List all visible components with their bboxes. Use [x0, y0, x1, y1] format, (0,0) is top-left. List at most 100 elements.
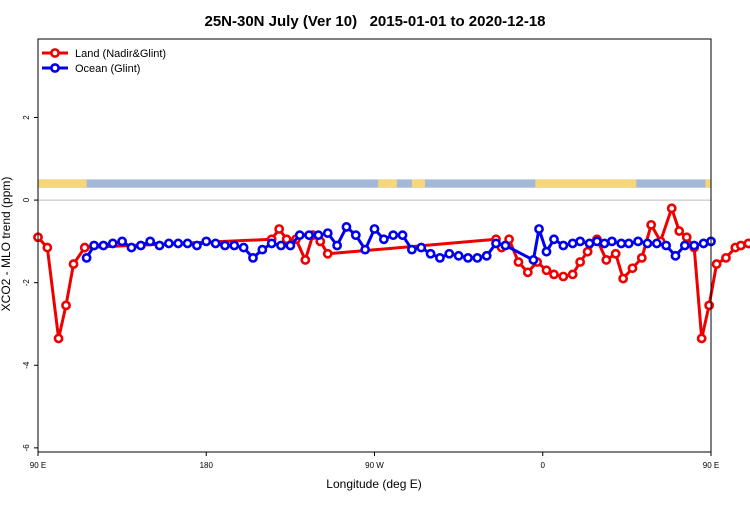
data-point	[89, 240, 99, 251]
data-point	[666, 203, 677, 214]
y-axis-label: XCO2 - MLO trend (ppm)	[0, 177, 13, 312]
data-point	[453, 250, 464, 261]
chart-title: 25N-30N July (Ver 10) 2015-01-01 to 2020…	[204, 13, 545, 30]
data-point	[406, 244, 417, 255]
data-point	[238, 242, 249, 253]
data-point	[472, 252, 483, 263]
land-ocean-band	[38, 179, 711, 188]
x-axis: 90 E 180 90 W 0 90 E	[30, 452, 719, 470]
data-point	[681, 232, 692, 243]
x-tick-label: 90 E	[30, 461, 46, 470]
data-point	[42, 242, 53, 253]
data-point	[444, 248, 455, 259]
ocean-band	[38, 179, 711, 188]
data-point	[661, 240, 672, 251]
series-layer	[33, 203, 750, 344]
data-point	[322, 228, 333, 239]
data-point	[135, 240, 146, 251]
legend: Land (Nadir&Glint) Ocean (Glint)	[42, 48, 166, 75]
data-point	[567, 238, 578, 249]
x-axis-label: Longitude (deg E)	[326, 477, 421, 491]
data-point	[636, 252, 647, 263]
data-point	[332, 240, 343, 251]
data-point	[642, 238, 653, 249]
data-point	[229, 240, 240, 251]
data-point	[68, 259, 79, 269]
y-tick-label: -4	[22, 361, 31, 369]
series-ocean	[81, 222, 716, 265]
data-point	[541, 265, 552, 276]
data-point	[248, 252, 258, 263]
legend-label: Ocean (Glint)	[75, 63, 140, 75]
data-point	[463, 252, 473, 263]
data-point	[220, 240, 230, 251]
data-point	[584, 238, 595, 249]
data-point	[154, 240, 165, 251]
data-point	[369, 224, 380, 234]
x-tick-label: 180	[200, 461, 214, 470]
y-tick-label: 0	[22, 197, 31, 202]
data-point	[61, 300, 71, 311]
data-point	[481, 250, 492, 261]
data-point	[145, 236, 156, 247]
x-tick-label: 0	[541, 461, 546, 470]
data-point	[107, 238, 118, 249]
data-point	[549, 269, 559, 280]
data-point	[627, 263, 638, 274]
data-point	[388, 230, 399, 241]
data-point	[322, 248, 333, 259]
data-point	[633, 236, 643, 247]
data-point	[173, 238, 184, 249]
data-point	[378, 234, 389, 245]
data-point	[651, 238, 662, 249]
data-point	[541, 246, 552, 257]
data-point	[711, 259, 722, 269]
data-point	[670, 250, 681, 261]
data-point	[522, 267, 533, 278]
land-segment	[378, 179, 397, 188]
x-tick-label: 90 E	[703, 461, 719, 470]
data-point	[575, 257, 586, 267]
data-point	[674, 226, 685, 236]
land-segment	[535, 179, 637, 188]
data-point	[618, 273, 629, 284]
data-point	[592, 236, 602, 247]
data-point	[274, 224, 285, 234]
data-point	[623, 238, 634, 249]
data-point	[721, 252, 731, 263]
data-point	[304, 230, 314, 241]
data-point	[558, 240, 569, 251]
series-line	[36, 206, 749, 340]
data-point	[313, 230, 324, 241]
data-point	[610, 248, 621, 259]
data-point	[210, 238, 221, 249]
data-point	[182, 238, 193, 249]
data-point	[646, 219, 657, 230]
data-point	[575, 236, 586, 247]
data-point	[285, 240, 296, 251]
data-point	[736, 240, 746, 251]
data-point	[341, 222, 352, 232]
data-point	[98, 240, 109, 251]
y-axis: -6 -4 -2 0 2	[22, 115, 38, 451]
data-point	[79, 242, 90, 253]
y-tick-label: 2	[22, 115, 31, 120]
data-point	[696, 333, 707, 344]
data-point	[416, 242, 427, 253]
x-tick-label: 90 W	[365, 461, 384, 470]
data-point	[698, 238, 709, 249]
land-segment	[411, 179, 425, 188]
data-point	[743, 238, 750, 249]
data-point	[53, 333, 64, 344]
data-point	[117, 236, 128, 247]
data-point	[81, 252, 92, 263]
data-point	[534, 224, 544, 234]
data-point	[500, 240, 511, 251]
data-point	[276, 240, 286, 251]
data-point	[266, 238, 277, 249]
data-point	[513, 257, 524, 267]
data-point	[163, 238, 174, 249]
data-point	[549, 234, 559, 245]
data-point	[528, 255, 539, 265]
